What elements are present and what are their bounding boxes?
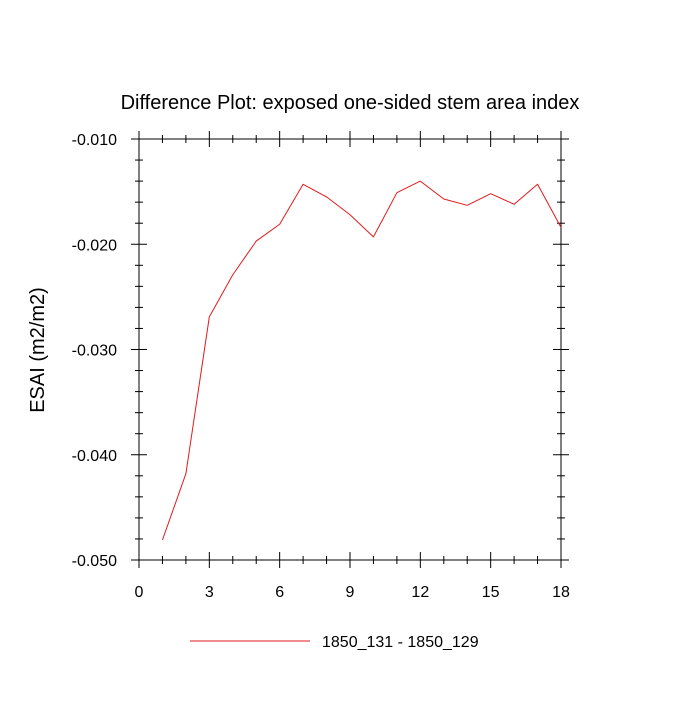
x-tick-label: 12 [411,584,429,601]
y-tick-label: -0.030 [72,343,117,360]
x-tick-label: 0 [135,584,144,601]
x-tick-label: 15 [482,584,500,601]
tick-labels-layer: 0 3 6 9 12 15 18 -0.050 -0.040 -0.030 -0.020 -0.010 [72,132,570,601]
chart-title: Difference Plot: exposed one-sided stem … [121,92,580,114]
ticks-layer [131,131,569,568]
series-line [161,180,562,541]
y-tick-label: -0.040 [72,448,117,465]
legend: 1850_131 - 1850_129 [190,634,479,651]
series-layer [161,180,562,541]
x-tick-label: 6 [275,584,284,601]
y-tick-label: -0.020 [72,237,117,254]
axes-layer [138,138,562,561]
y-axis-label: ESAI (m2/m2) [27,287,49,413]
y-tick-label: -0.050 [72,553,117,570]
x-tick-label: 9 [346,584,355,601]
plot-frame [138,138,562,561]
legend-label: 1850_131 - 1850_129 [322,634,479,651]
x-tick-label: 3 [205,584,214,601]
x-tick-label: 18 [552,584,570,601]
y-tick-label: -0.010 [72,132,117,149]
